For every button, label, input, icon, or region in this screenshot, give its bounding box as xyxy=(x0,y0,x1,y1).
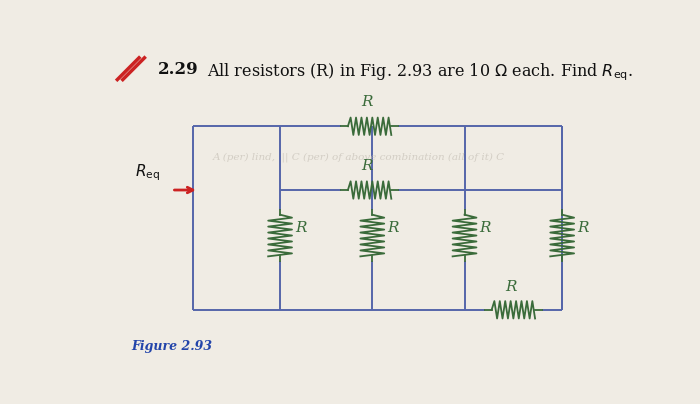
Text: 2.29: 2.29 xyxy=(158,61,199,78)
Text: R: R xyxy=(361,159,372,173)
Text: R: R xyxy=(480,221,491,236)
Text: A (per) lind,  || C (per) of above combination (all of it) C: A (per) lind, || C (per) of above combin… xyxy=(213,153,505,162)
Text: R: R xyxy=(361,95,372,109)
Text: R: R xyxy=(295,221,307,236)
Text: R: R xyxy=(578,221,589,236)
Text: R: R xyxy=(388,221,399,236)
Text: R: R xyxy=(505,280,517,294)
Text: $R_{\mathrm{eq}}$: $R_{\mathrm{eq}}$ xyxy=(134,162,160,183)
Text: All resistors (R) in Fig. 2.93 are 10 $\Omega$ each. Find $R_{\mathrm{eq}}$.: All resistors (R) in Fig. 2.93 are 10 $\… xyxy=(207,61,633,82)
Text: Figure 2.93: Figure 2.93 xyxy=(131,340,212,354)
